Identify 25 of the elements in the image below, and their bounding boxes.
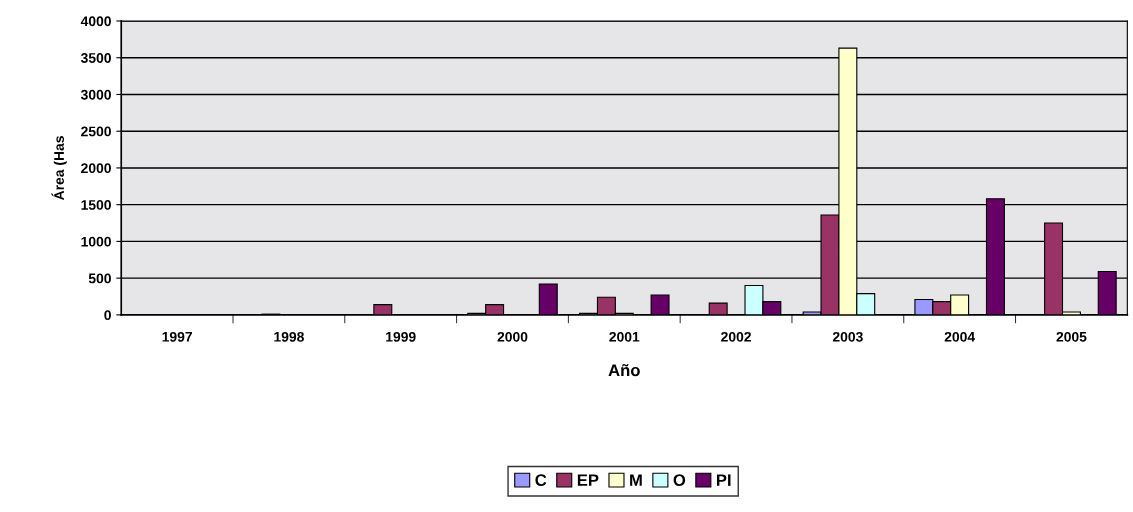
x-tick-label: 1999 bbox=[386, 331, 416, 342]
legend-label: M bbox=[630, 474, 642, 486]
x-tick-label: 2003 bbox=[832, 331, 863, 342]
x-tick-label: 2005 bbox=[1056, 331, 1087, 342]
y-tick-label: 3500 bbox=[80, 53, 111, 63]
y-tick-label: 2000 bbox=[81, 163, 111, 174]
y-tick-label: 2500 bbox=[81, 126, 111, 137]
x-axis-title: Año bbox=[608, 364, 640, 377]
legend-label: PI bbox=[716, 474, 731, 486]
legend-label: C bbox=[535, 474, 547, 487]
y-tick-label: 1000 bbox=[81, 236, 111, 247]
legend-label: EP bbox=[577, 474, 599, 486]
y-tick-label: 1500 bbox=[81, 200, 111, 210]
x-tick-label: 2001 bbox=[609, 331, 640, 342]
x-tick-label: 2004 bbox=[944, 331, 976, 342]
y-tick-label: 3000 bbox=[80, 89, 111, 100]
x-tick-label: 2000 bbox=[497, 331, 528, 342]
x-tick-label: 1998 bbox=[274, 331, 304, 342]
x-tick-label: 1997 bbox=[162, 331, 192, 342]
y-tick-label: 0 bbox=[104, 310, 111, 321]
y-tick-label: 500 bbox=[88, 273, 111, 284]
legend-label: O bbox=[673, 474, 686, 487]
y-axis-title: Área (Has bbox=[51, 136, 67, 201]
x-tick-label: 2002 bbox=[721, 331, 751, 342]
y-tick-label: 4000 bbox=[80, 16, 111, 27]
